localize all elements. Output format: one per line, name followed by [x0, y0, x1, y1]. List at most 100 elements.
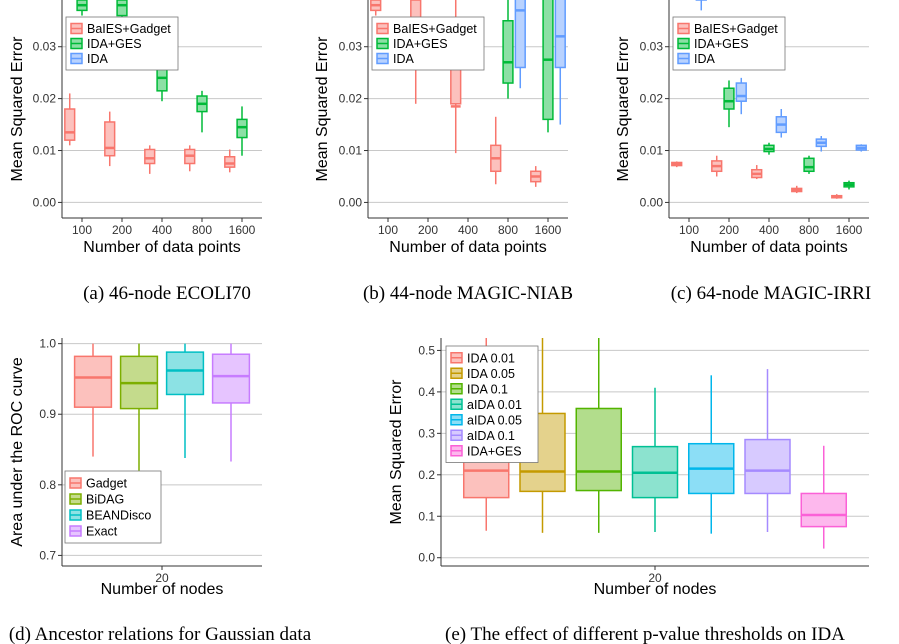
box-ida-ges: [236, 106, 248, 156]
legend-box: [672, 16, 786, 71]
y-tick-label: 0.02: [640, 92, 664, 106]
box-ida-0-1: [575, 338, 622, 533]
x-tick-label: 800: [192, 223, 212, 237]
y-tick-label: 0.9: [39, 407, 56, 421]
box-baies-gadget: [224, 149, 236, 173]
box-gadget: [73, 343, 113, 457]
box-iqr: [554, 0, 566, 69]
y-axis-title: Mean Squared Error: [388, 379, 405, 525]
y-tick-label: 0.7: [39, 548, 56, 562]
x-tick-label: 400: [759, 223, 779, 237]
box-ida-ges: [196, 90, 208, 133]
x-axis-title: Number of nodes: [101, 581, 224, 598]
y-axis-title: Area under the ROC curve: [9, 357, 26, 547]
box-bidag: [119, 343, 159, 471]
legend-label: IDA: [694, 52, 716, 66]
y-tick-label: 0.8: [39, 478, 56, 492]
y-axis-title: Mean Squared Error: [314, 36, 331, 182]
box-baies-gadget: [791, 185, 803, 194]
box-iqr: [64, 108, 76, 141]
y-tick-label: 0.4: [418, 385, 435, 399]
legend-label: IDA 0.01: [467, 351, 515, 365]
y-axis-title: Mean Squared Error: [615, 36, 632, 182]
box-iqr: [165, 351, 205, 396]
legend-label: IDA+GES: [467, 444, 522, 458]
x-tick-label: 20: [648, 571, 662, 585]
box-iqr: [803, 157, 815, 173]
x-tick-label: 100: [72, 223, 92, 237]
box-baies-gadget: [711, 155, 723, 177]
y-tick-label: 0.1: [418, 509, 435, 523]
box-ida-ges: [723, 80, 735, 128]
box-baies-gadget: [490, 116, 502, 185]
x-tick-label: 400: [458, 223, 478, 237]
box-ida: [735, 77, 747, 115]
x-tick-label: 200: [719, 223, 739, 237]
legend-label: IDA+GES: [393, 37, 448, 51]
panel-caption: (b) 44-node MAGIC-NIAB: [363, 283, 573, 304]
box-baies-gadget: [104, 111, 116, 167]
x-axis-title: Number of data points: [690, 239, 847, 256]
x-tick-label: 100: [378, 223, 398, 237]
chart-panel-e: 0.0 0.1 0.2 0.3 0.4 0.5 20 IDA 0.01 IDA 0.05IDA …: [388, 338, 869, 644]
legend-label: IDA 0.1: [467, 382, 508, 396]
box-baies-gadget: [144, 145, 156, 174]
y-tick-label: 0.5: [418, 343, 435, 357]
box-baies-gadget: [831, 194, 843, 199]
x-axis-title: Number of nodes: [594, 581, 717, 598]
y-tick-label: 0.01: [33, 144, 57, 158]
x-tick-label: 1600: [836, 223, 863, 237]
x-tick-label: 800: [799, 223, 819, 237]
panel-caption: (a) 46-node ECOLI70: [83, 283, 251, 304]
box-baies-gadget: [370, 0, 382, 16]
box-ida-ges: [76, 0, 88, 16]
y-tick-label: 0.3: [418, 426, 435, 440]
legend-label: Gadget: [86, 477, 128, 491]
legend-label: IDA: [393, 52, 415, 66]
box-iqr: [723, 87, 735, 110]
boxes-layer: [671, 0, 867, 199]
box-ida-ges: [803, 155, 815, 174]
legend-box: [371, 16, 485, 71]
legend-label: BiDAG: [86, 493, 124, 507]
box-iqr: [735, 82, 747, 102]
x-tick-label: 100: [679, 223, 699, 237]
legend-label: BaIES+Gadget: [87, 22, 171, 36]
legend-box: [65, 16, 179, 71]
legend-label: IDA: [87, 52, 109, 66]
y-tick-label: 0.01: [339, 144, 363, 158]
legend-label: BaIES+Gadget: [393, 22, 477, 36]
box-ida: [855, 144, 867, 152]
box-iqr: [502, 20, 514, 84]
boxes-layer: [462, 338, 848, 549]
box-exact: [211, 343, 251, 462]
box-ida: [695, 0, 707, 11]
box-ida: [815, 135, 827, 152]
x-axis-title: Number of data points: [83, 239, 240, 256]
x-tick-label: 200: [418, 223, 438, 237]
box-ida-ges: [502, 0, 514, 99]
x-tick-label: 200: [112, 223, 132, 237]
box-ida: [775, 109, 787, 138]
y-tick-label: 0.0: [418, 551, 435, 565]
box-iqr: [800, 492, 848, 528]
box-iqr: [514, 0, 526, 69]
box-iqr: [73, 355, 113, 408]
legend-label: Exact: [86, 525, 118, 539]
legend-label: BEANDisco: [86, 509, 151, 523]
legend-label: BaIES+Gadget: [694, 22, 778, 36]
panel-caption: (c) 64-node MAGIC-IRRI: [671, 283, 872, 304]
boxes-layer: [73, 343, 251, 471]
y-tick-label: 0.01: [640, 144, 664, 158]
x-tick-label: 20: [155, 571, 169, 585]
chart-panel-d: 0.7 0.8 0.9 1.0 20 Gadget BiDAG BEANDisco Exact A…: [9, 337, 312, 644]
box-iqr: [575, 407, 622, 492]
panel-caption: (d) Ancestor relations for Gaussian data: [9, 624, 312, 644]
y-tick-label: 0.00: [640, 195, 664, 209]
y-tick-label: 0.2: [418, 468, 435, 482]
box-baies-gadget: [184, 145, 196, 172]
x-tick-label: 1600: [535, 223, 562, 237]
y-tick-label: 0.00: [33, 195, 57, 209]
box-ida-ges: [542, 0, 554, 133]
